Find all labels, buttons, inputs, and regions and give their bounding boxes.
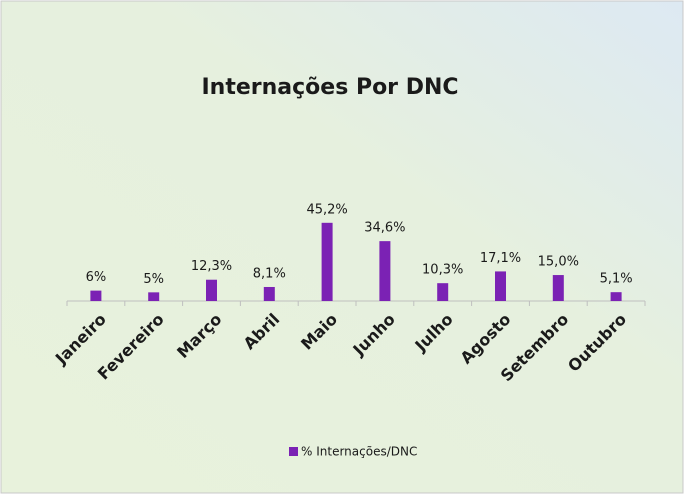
bar [321, 222, 333, 301]
value-label: 34,6% [364, 221, 405, 236]
bar [263, 286, 275, 301]
bar [379, 241, 391, 301]
legend-swatch [289, 447, 298, 456]
bar [495, 271, 506, 301]
bar [437, 283, 449, 301]
bar [148, 292, 160, 301]
value-label: 5,1% [600, 272, 633, 287]
bar [552, 275, 564, 301]
value-label: 5% [143, 272, 164, 287]
bar [206, 279, 217, 301]
value-label: 17,1% [480, 251, 521, 266]
value-label: 45,2% [306, 202, 347, 217]
value-label: 15,0% [538, 255, 579, 270]
value-label: 8,1% [253, 266, 286, 281]
value-label: 10,3% [422, 263, 463, 278]
bar [90, 290, 102, 301]
chart-title: Internações Por DNC [201, 75, 458, 100]
legend-label: % Internações/DNC [301, 445, 417, 459]
value-label: 12,3% [191, 259, 232, 274]
value-label: 6% [86, 270, 107, 285]
bar [610, 292, 622, 301]
